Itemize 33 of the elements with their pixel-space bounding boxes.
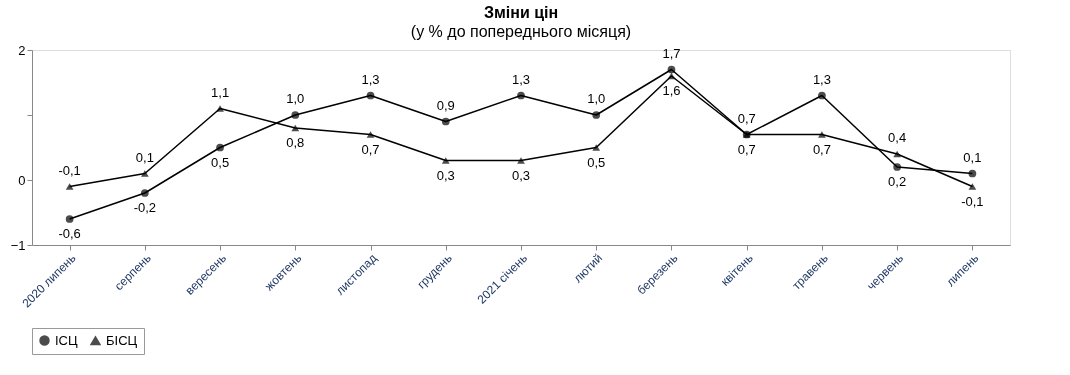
data-label: 0,3 (436, 167, 455, 183)
data-label: 0,4 (888, 130, 907, 145)
data-label: 1,7 (662, 45, 681, 61)
data-label: 1,0 (286, 91, 305, 106)
data-label: 0,7 (737, 141, 756, 157)
data-label: 0,8 (286, 135, 305, 150)
data-label: -0,1 (58, 162, 81, 178)
data-label: 1,6 (662, 83, 681, 98)
data-label: 0,1 (135, 149, 154, 165)
data-label: 0,7 (812, 141, 831, 157)
data-label: 0,5 (587, 154, 606, 170)
data-label: 1,3 (361, 71, 380, 87)
data-label: 1,3 (511, 71, 531, 87)
y-tick-label: 2 (18, 42, 26, 58)
data-label: -0,6 (58, 226, 81, 241)
data-label: 1,1 (211, 84, 230, 100)
y-tick-label: −1 (10, 237, 26, 253)
data-label: 0,9 (436, 97, 455, 113)
data-label: 1,0 (587, 91, 606, 106)
data-label: 0,5 (211, 154, 230, 170)
data-label: 0,7 (361, 141, 380, 157)
data-label: -0,2 (133, 200, 157, 215)
data-label: 0,1 (963, 149, 982, 165)
chart-subtitle: (у % до попереднього місяця) (410, 23, 632, 40)
legend-label: БІСЦ (106, 332, 138, 348)
y-tick-label: 0 (18, 172, 26, 188)
data-label: 0,3 (511, 167, 531, 183)
data-label: 1,3 (812, 71, 831, 87)
legend-label: ІСЦ (55, 332, 78, 348)
data-label: 0,2 (888, 174, 907, 189)
data-label: -0,1 (961, 193, 984, 209)
data-label: 0,7 (737, 110, 756, 126)
chart-title: Зміни цін (483, 4, 559, 21)
